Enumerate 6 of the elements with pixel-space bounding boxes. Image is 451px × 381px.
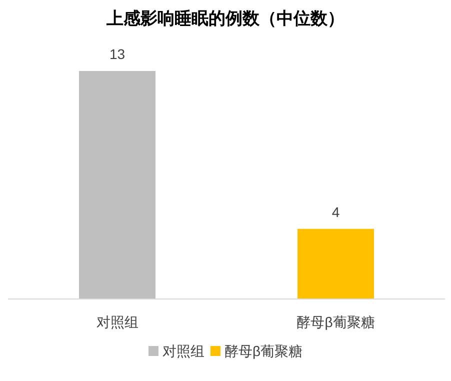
legend-label: 对照组 bbox=[162, 343, 204, 359]
chart-title: 上感影响睡眠的例数（中位数） bbox=[106, 9, 344, 28]
data-label: 13 bbox=[109, 46, 126, 62]
legend: 对照组 酵母β葡聚糖 bbox=[148, 343, 303, 359]
legend-label: 酵母β葡聚糖 bbox=[224, 343, 303, 359]
data-label: 4 bbox=[332, 204, 340, 220]
